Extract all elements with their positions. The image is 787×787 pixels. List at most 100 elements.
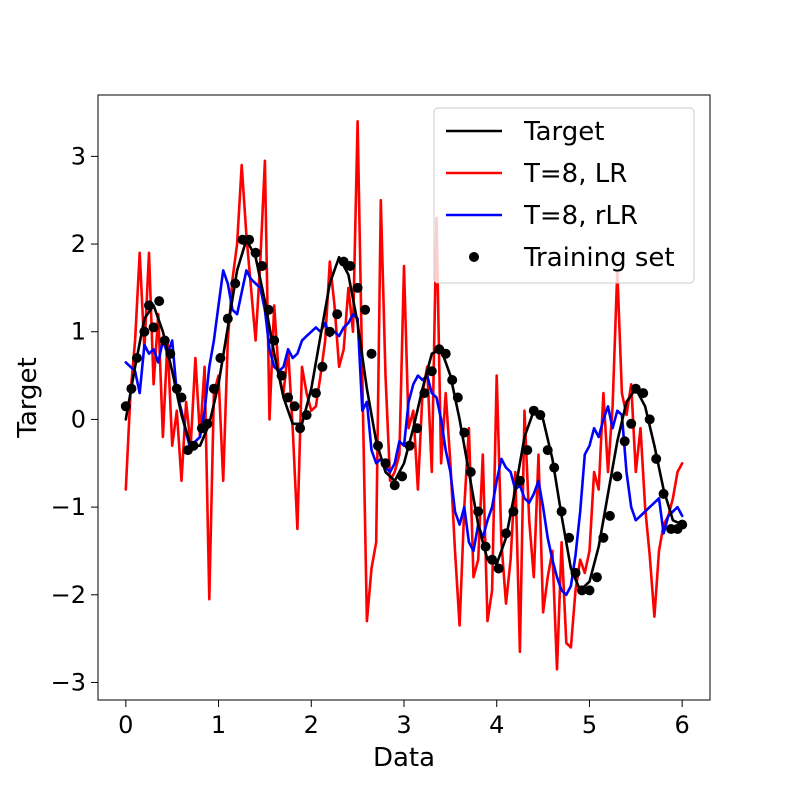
y-axis: −3 −2 −1 0 1 2 3: [51, 142, 98, 696]
training-point: [638, 388, 649, 399]
training-point: [570, 567, 581, 578]
legend-box: [433, 107, 695, 284]
training-point: [352, 282, 363, 293]
training-point: [139, 326, 150, 337]
training-point: [584, 585, 595, 596]
training-point: [131, 353, 142, 363]
training-point: [487, 554, 498, 565]
training-point: [148, 322, 159, 333]
x-tick-label: 3: [396, 711, 411, 739]
training-point: [549, 462, 560, 473]
training-point: [154, 296, 165, 307]
x-axis-label: Data: [373, 743, 435, 773]
training-point: [250, 247, 261, 258]
training-point: [619, 436, 630, 447]
y-tick-label: 3: [71, 142, 86, 170]
training-point: [301, 410, 312, 420]
training-point: [677, 519, 688, 530]
training-point: [171, 383, 182, 394]
training-point: [480, 541, 491, 552]
training-point: [389, 480, 400, 491]
training-point: [345, 261, 356, 271]
training-point: [644, 414, 655, 425]
training-point: [412, 423, 422, 434]
training-point: [419, 388, 430, 399]
x-tick-label: 5: [582, 711, 597, 739]
training-point: [651, 453, 662, 464]
x-tick-label: 2: [304, 711, 319, 739]
training-point: [591, 572, 602, 583]
training-point: [404, 440, 415, 451]
y-tick-label: −2: [51, 581, 86, 609]
training-point: [263, 304, 274, 315]
training-point: [522, 445, 533, 456]
training-point: [493, 563, 504, 574]
training-point: [380, 458, 391, 469]
y-tick-label: −1: [51, 493, 86, 521]
training-point: [276, 370, 287, 381]
training-point: [514, 475, 525, 486]
y-tick-label: 1: [71, 318, 86, 346]
training-point: [188, 440, 199, 451]
x-tick-label: 4: [489, 711, 504, 739]
plot-area: [120, 120, 688, 671]
y-axis-label: Target: [13, 357, 43, 438]
legend-label: Target: [523, 117, 604, 147]
legend: Target T=8, LR T=8, rLR Training set: [433, 107, 695, 284]
training-point: [459, 427, 470, 438]
training-point: [440, 348, 451, 359]
training-point: [473, 506, 484, 517]
training-point: [373, 440, 383, 451]
training-point: [257, 261, 268, 271]
training-point: [658, 488, 669, 499]
training-point: [295, 423, 306, 434]
x-tick-label: 6: [675, 711, 690, 739]
training-point: [332, 309, 343, 320]
training-point: [208, 383, 219, 394]
training-point: [176, 392, 187, 403]
training-point: [144, 300, 154, 311]
training-point: [535, 410, 546, 420]
training-point: [222, 313, 233, 324]
training-point: [317, 361, 328, 372]
training-point: [452, 392, 463, 403]
training-point: [269, 335, 280, 346]
training-point: [244, 234, 255, 245]
training-point: [577, 585, 587, 596]
x-tick-label: 0: [118, 711, 133, 739]
y-tick-label: 0: [71, 405, 86, 433]
training-point: [310, 388, 321, 399]
x-axis: 0 1 2 3 4 5 6: [118, 700, 690, 739]
training-point: [598, 532, 609, 543]
training-point: [366, 348, 377, 359]
training-point: [426, 366, 437, 377]
legend-label: T=8, LR: [523, 159, 627, 189]
training-point: [215, 353, 226, 363]
training-point: [564, 532, 575, 543]
training-point: [126, 383, 137, 394]
y-tick-label: −3: [51, 668, 86, 696]
training-point: [630, 383, 641, 394]
training-point: [465, 467, 476, 477]
training-point: [360, 304, 371, 315]
series-line-t-8-rlr: [124, 269, 684, 597]
legend-swatch: [469, 252, 479, 262]
training-point: [159, 335, 170, 346]
series-line-target: [124, 238, 684, 592]
training-point: [508, 506, 519, 517]
training-point: [604, 510, 615, 521]
training-point: [120, 401, 131, 412]
training-point: [324, 326, 335, 337]
training-point: [397, 471, 408, 482]
training-point: [289, 401, 300, 412]
training-point: [556, 506, 567, 517]
training-point: [202, 418, 213, 429]
training-point: [230, 278, 241, 289]
training-point: [283, 392, 294, 403]
legend-label: Training set: [523, 243, 675, 273]
training-point: [626, 418, 637, 429]
series-group: [120, 120, 688, 671]
series-line-t-8-lr: [124, 120, 684, 671]
training-point: [542, 445, 553, 456]
